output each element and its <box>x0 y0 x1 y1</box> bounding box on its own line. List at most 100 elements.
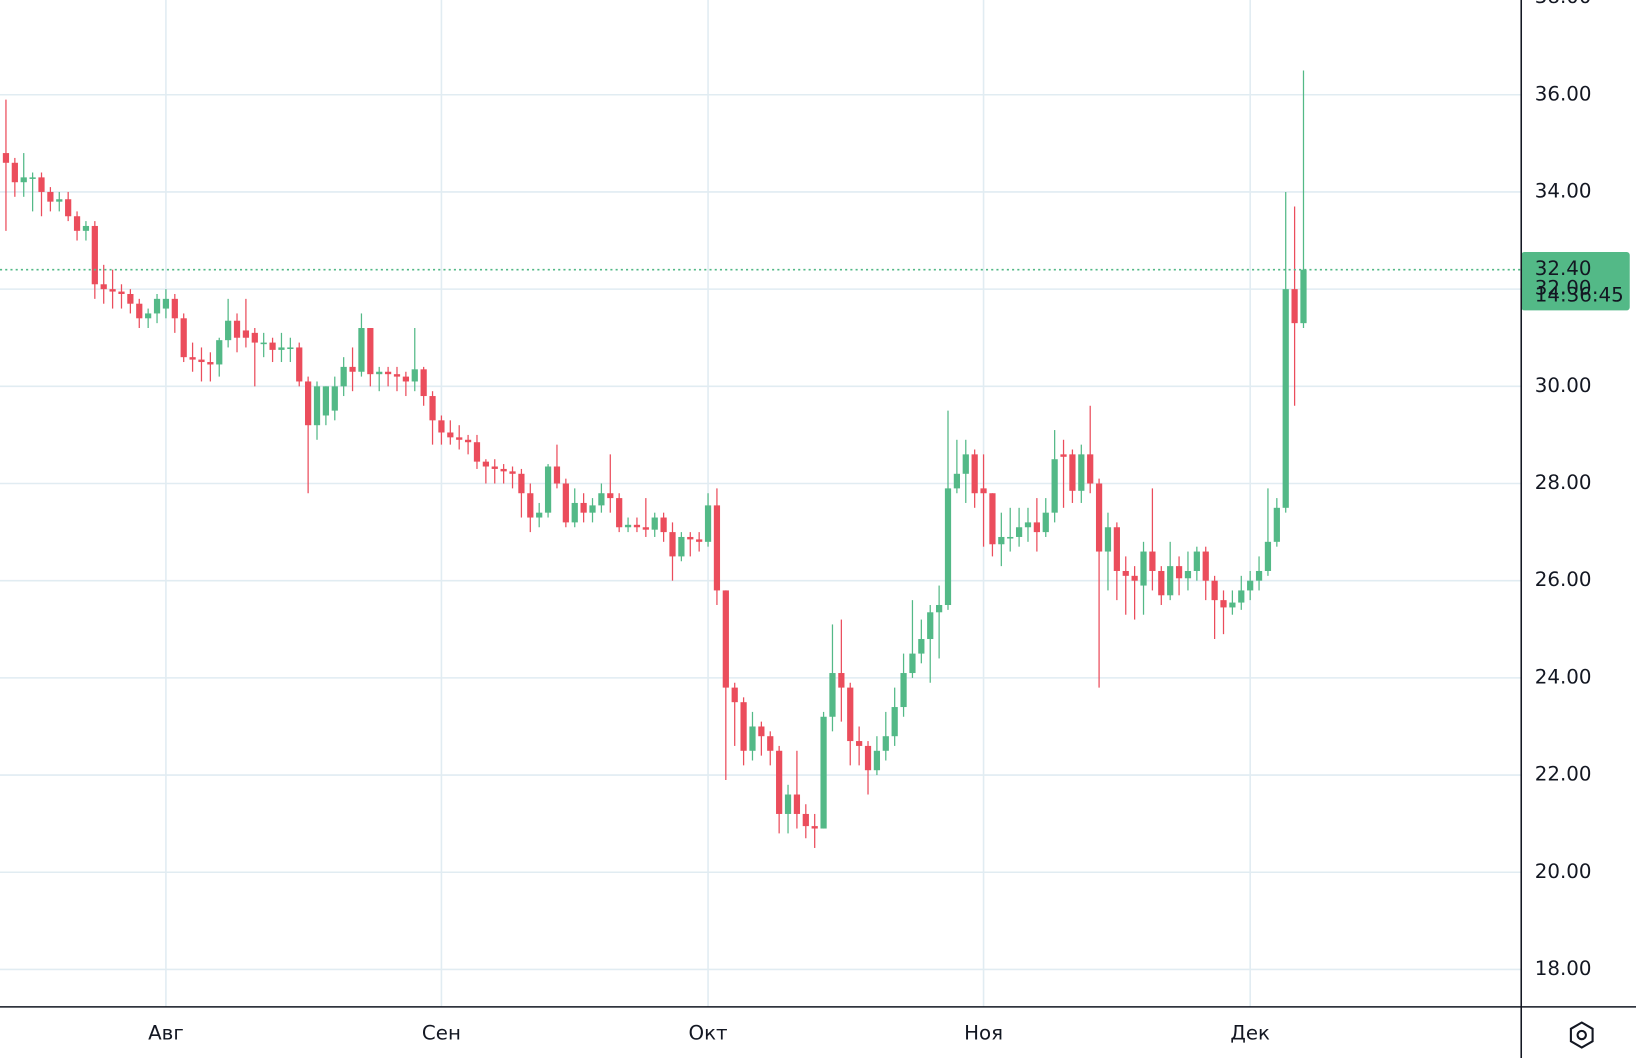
settings-button[interactable] <box>1569 1021 1594 1049</box>
y-tick-label: 22.00 <box>1535 763 1592 786</box>
candle-body <box>260 342 267 345</box>
candle-body <box>171 298 178 319</box>
candle-body <box>1193 551 1200 571</box>
candle-body <box>491 466 498 469</box>
candle-body <box>873 750 881 771</box>
candle-body <box>936 604 943 613</box>
candles <box>2 70 1307 848</box>
candle-body <box>411 369 418 382</box>
y-tick-label: 34.00 <box>1535 179 1592 202</box>
candle-body <box>980 488 987 494</box>
candle-body <box>1202 551 1209 581</box>
candle-body <box>811 826 818 829</box>
x-tick-label: Окт <box>688 1022 727 1045</box>
candle-body <box>1060 454 1067 457</box>
countdown-label: 14:36:45 <box>1535 283 1624 306</box>
candle-body <box>198 359 205 363</box>
candle-body <box>456 437 463 440</box>
candle-body <box>313 386 321 426</box>
candle-body <box>793 794 801 814</box>
candle-body <box>1238 590 1245 603</box>
candle-body <box>296 347 303 382</box>
candle-body <box>100 284 107 290</box>
candle-body <box>1167 566 1174 596</box>
candle-body <box>562 483 569 523</box>
candle-body <box>731 687 738 703</box>
candle-body <box>1033 522 1040 533</box>
candle-body <box>678 536 685 557</box>
x-tick-label: Ноя <box>964 1022 1003 1045</box>
candle-body <box>900 673 907 708</box>
candle-body <box>447 432 454 438</box>
candle-body <box>927 612 934 640</box>
settings-icon-center[interactable] <box>1576 1029 1587 1041</box>
candle-body <box>127 293 134 304</box>
candle-body <box>349 366 356 372</box>
candle-body <box>242 330 250 338</box>
candle-body <box>1140 551 1147 586</box>
y-tick-label: 30.00 <box>1535 374 1592 397</box>
candle-body <box>251 332 258 343</box>
candle-body <box>118 291 125 294</box>
candle-body <box>216 340 223 365</box>
candle-body <box>864 745 872 771</box>
candle-body <box>1211 580 1218 601</box>
candle-body <box>909 653 916 674</box>
candle-body <box>518 473 525 494</box>
candle-body <box>1113 527 1120 571</box>
candle-body <box>776 750 783 814</box>
candle-body <box>1291 289 1298 324</box>
candle-body <box>1087 454 1094 484</box>
candle-body <box>802 813 809 827</box>
candle-body <box>376 371 383 375</box>
candle-body <box>1122 570 1129 576</box>
candle-body <box>1051 459 1058 513</box>
candle-body <box>607 493 614 499</box>
candle-body <box>918 639 925 654</box>
candle-body <box>20 177 27 183</box>
candle-body <box>1069 454 1076 491</box>
candle-body <box>1095 483 1103 552</box>
grid <box>0 0 1522 1007</box>
candle-body <box>553 466 561 484</box>
last-price-box <box>1521 251 1630 311</box>
candle-body <box>820 716 827 829</box>
candle-body <box>696 539 703 542</box>
candle-body <box>1247 580 1254 591</box>
candle-body <box>305 381 312 426</box>
candle-body <box>624 524 632 528</box>
candle-body <box>1078 454 1085 491</box>
candle-body <box>393 374 401 377</box>
candle-body <box>500 468 507 472</box>
candle-body <box>882 736 889 751</box>
candle-body <box>153 298 161 314</box>
candle-body <box>162 298 170 309</box>
candle-body <box>1158 570 1165 596</box>
candle-body <box>998 536 1005 545</box>
candle-body <box>56 199 63 202</box>
candle-body <box>1184 570 1192 579</box>
settings-icon[interactable] <box>1569 1021 1594 1049</box>
candle-body <box>509 471 516 474</box>
candle-body <box>331 386 338 411</box>
candle-body <box>953 473 961 489</box>
candle-body <box>1229 602 1236 608</box>
candle-body <box>82 225 90 231</box>
candle-body <box>829 673 836 717</box>
candle-body <box>1300 269 1307 324</box>
candle-body <box>482 461 489 467</box>
candle-body <box>944 488 952 605</box>
candle-body <box>598 493 605 506</box>
y-tick-label: 26.00 <box>1535 568 1592 591</box>
candle-body <box>47 191 54 202</box>
candle-body <box>1104 527 1112 552</box>
candle-body <box>1264 541 1272 571</box>
overlay: 32.40 14:36:45 <box>0 251 1630 311</box>
candle-body <box>1220 600 1227 608</box>
candle-body <box>784 794 792 814</box>
candle-body <box>989 493 996 545</box>
candle-body <box>1273 507 1280 542</box>
candle-body <box>767 736 774 751</box>
candle-body <box>891 707 898 737</box>
candle-body <box>971 454 978 494</box>
